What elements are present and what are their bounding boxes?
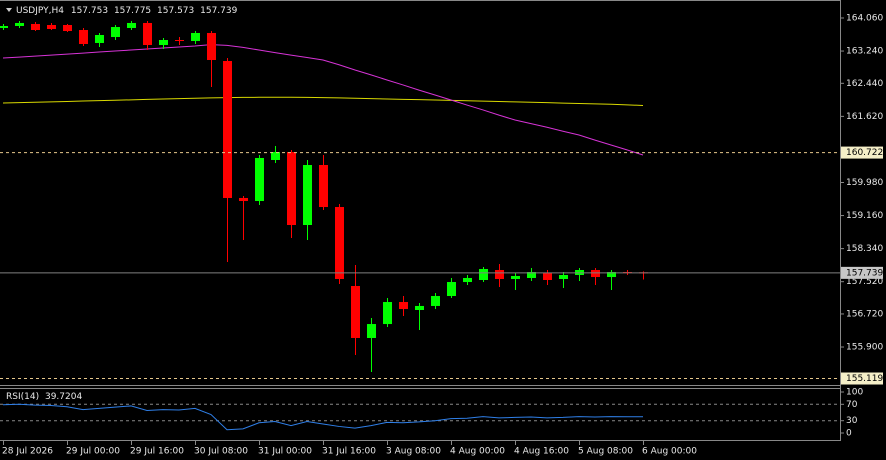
indicator-line [2, 96, 644, 106]
candle-body [223, 61, 232, 198]
x-tick-label: 30 Jul 08:00 [194, 447, 248, 457]
candle-body [431, 296, 440, 306]
y-tick-label: 158.340 [846, 244, 883, 254]
level-box [841, 372, 883, 385]
x-tick-label: 29 Jul 16:00 [130, 447, 184, 457]
y-tick-label: 30 [846, 416, 858, 426]
candle-body [479, 268, 488, 280]
candle-body [175, 40, 184, 42]
candle-body [79, 30, 88, 44]
candle-body [239, 197, 248, 202]
y-tick-label: 156.720 [846, 309, 883, 319]
candle-body [591, 270, 600, 278]
candle-body [399, 302, 408, 309]
candle-body [63, 25, 72, 32]
candle-body [303, 165, 312, 225]
candle-body [415, 305, 424, 310]
rsi-title: RSI(14) [6, 392, 39, 402]
candle-body [527, 272, 536, 278]
candle-body [335, 207, 344, 279]
candle-body [543, 272, 552, 280]
candle-body [207, 32, 216, 60]
candle-body [351, 286, 360, 338]
candle-body [367, 324, 376, 338]
level-label: 160.722 [846, 148, 883, 158]
y-tick-label: 161.620 [846, 112, 883, 122]
rsi-value: 39.7204 [45, 392, 82, 402]
candle-body [287, 152, 296, 225]
y-tick-label: 100 [846, 388, 863, 398]
candle-body [0, 26, 8, 28]
current-price-box [841, 266, 883, 279]
candle-body [559, 275, 568, 279]
header-open: 157.753 [71, 6, 108, 16]
candle-body [255, 157, 264, 202]
header-high: 157.775 [114, 6, 151, 16]
candle-body [607, 272, 616, 278]
level-label: 155.119 [846, 374, 883, 384]
header-low: 157.573 [157, 6, 194, 16]
candle-body [15, 22, 24, 27]
candle-body [383, 302, 392, 325]
y-tick-label: 155.900 [846, 343, 883, 353]
candle-body [111, 27, 120, 38]
candle-body [319, 165, 328, 208]
y-tick-label: 0 [846, 429, 852, 439]
candle-body [95, 35, 104, 43]
y-tick-label: 164.060 [846, 13, 883, 23]
menu-triangle [6, 8, 12, 12]
x-tick-label: 6 Aug 00:00 [642, 447, 697, 457]
chart-header: USDJPY,H4 157.753 157.775 157.573 157.73… [16, 6, 238, 16]
candle-body [511, 276, 520, 279]
candle-body [495, 270, 504, 279]
rsi-header: RSI(14) 39.7204 [6, 392, 82, 402]
candle-body [31, 23, 40, 30]
candle-body [271, 152, 280, 160]
x-tick-label: 4 Aug 00:00 [450, 447, 505, 457]
candle-body [47, 25, 56, 29]
symbol-title: USDJPY,H4 [16, 6, 64, 16]
indicator-line [2, 44, 644, 156]
indicator-line [2, 403, 644, 431]
y-tick-label: 162.440 [846, 79, 883, 89]
x-tick-label: 31 Jul 16:00 [322, 447, 376, 457]
candle-body [447, 282, 456, 297]
level-box [841, 146, 883, 159]
y-tick-label: 157.520 [846, 277, 883, 287]
x-tick-label: 3 Aug 08:00 [386, 447, 441, 457]
current-price-label: 157.739 [846, 268, 883, 278]
candle-body [159, 40, 168, 45]
candle-body [127, 22, 136, 28]
candle-body [463, 277, 472, 283]
y-tick-label: 159.160 [846, 211, 883, 221]
x-tick-label: 4 Aug 16:00 [514, 447, 569, 457]
y-tick-label: 159.980 [846, 178, 883, 188]
x-tick-label: 29 Jul 00:00 [66, 447, 120, 457]
y-tick-label: 163.240 [846, 47, 883, 57]
candle-body [191, 32, 200, 42]
candle-body [143, 22, 152, 45]
y-tick-label: 70 [846, 400, 858, 410]
x-tick-label: 28 Jul 2026 [2, 447, 53, 457]
header-close: 157.739 [200, 6, 237, 16]
x-tick-label: 31 Jul 00:00 [258, 447, 312, 457]
x-tick-label: 5 Aug 08:00 [578, 447, 633, 457]
